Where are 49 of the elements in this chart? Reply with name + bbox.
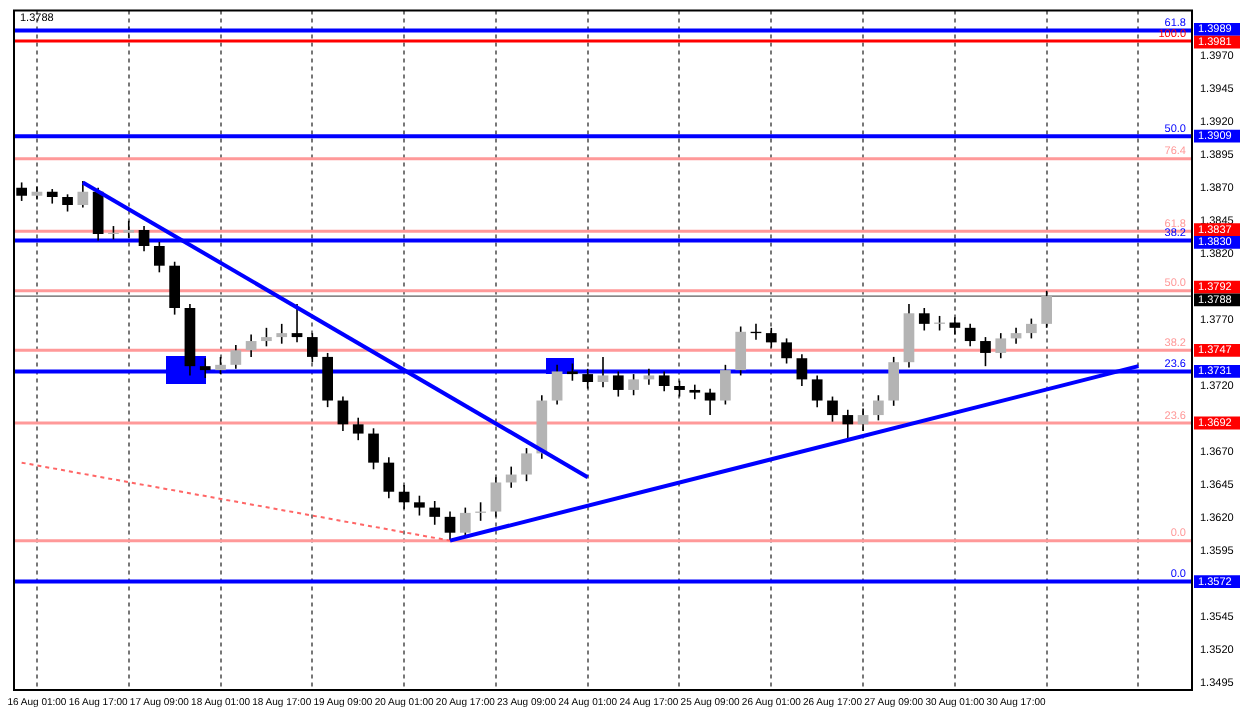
candlestick	[781, 337, 792, 365]
candlestick	[765, 327, 777, 349]
candlestick	[689, 383, 701, 401]
candlestick	[505, 465, 517, 489]
candlestick	[628, 373, 639, 397]
candlestick	[383, 456, 395, 500]
candlestick	[368, 427, 379, 471]
candlestick	[337, 395, 349, 432]
candlestick	[873, 394, 884, 422]
candlestick	[1026, 317, 1037, 340]
candlestick	[582, 368, 594, 390]
candlestick	[429, 500, 441, 526]
candlestick	[643, 368, 655, 386]
candlestick	[720, 364, 731, 406]
candlestick	[811, 374, 823, 408]
candlestick	[735, 325, 747, 377]
candlestick	[796, 353, 808, 387]
candlestick	[138, 225, 150, 252]
candlestick	[306, 332, 318, 363]
candlestick	[352, 416, 364, 441]
candlestick	[414, 494, 425, 517]
candlestick	[827, 395, 838, 423]
candlestick	[964, 323, 976, 348]
candlestick	[261, 327, 272, 348]
candlestick	[597, 356, 609, 389]
candlestick	[551, 364, 563, 406]
candlestick	[322, 352, 333, 408]
candlestick	[490, 476, 502, 518]
candlestick	[77, 180, 89, 209]
candlestick	[230, 344, 242, 370]
candlestick	[658, 370, 670, 393]
candlestick	[521, 447, 532, 482]
candlestick	[459, 506, 471, 538]
candlestick	[995, 332, 1007, 360]
candlestick	[444, 510, 456, 542]
candlestick	[612, 370, 624, 398]
candlestick	[842, 408, 854, 441]
candlestick	[918, 307, 930, 332]
candlestick	[704, 387, 716, 416]
candlestick	[857, 407, 869, 432]
candlestick	[153, 241, 165, 274]
candlestick	[980, 336, 991, 367]
candlestick	[888, 356, 900, 407]
candlestick	[276, 323, 288, 345]
candlestick	[291, 303, 303, 344]
candlestick	[123, 219, 135, 239]
candlestick	[199, 357, 211, 379]
candlestick	[31, 185, 43, 201]
candlestick	[245, 333, 257, 358]
